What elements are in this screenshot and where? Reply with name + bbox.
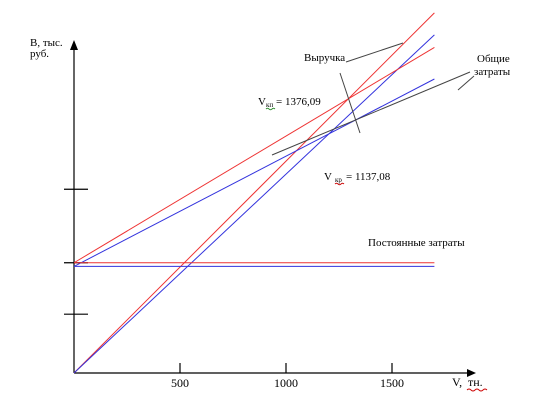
svg-text:V: V <box>258 96 266 108</box>
revenue-pointer-line <box>339 72 361 134</box>
x-tick-label-500: 500 <box>171 376 189 390</box>
total-costs-label-line1: Общие <box>477 53 510 65</box>
y-axis-arrow <box>70 40 78 50</box>
total-costs-leader-line <box>271 71 471 156</box>
y-axis-label-line1: В, тыс. <box>30 37 63 49</box>
total-costs-label-line2: затраты <box>474 66 511 78</box>
y-axis-label-line2: руб. <box>30 48 49 60</box>
series-lines <box>73 12 435 374</box>
revenue-label: Выручка <box>304 52 345 64</box>
x-axis-arrow <box>467 369 476 377</box>
svg-text:= 1137,08: = 1137,08 <box>346 171 391 183</box>
series-line-1 <box>73 12 435 374</box>
series-line-3 <box>73 46 435 264</box>
revenue-leader-line <box>345 42 404 63</box>
break-even-point-1-label: V кп = 1376,09 <box>258 96 321 111</box>
svg-text:кп: кп <box>266 101 273 109</box>
total-costs-pointer-line <box>457 75 475 91</box>
break-even-point-2-label: V кр = 1137,08 <box>324 171 391 186</box>
x-tick-label-1000: 1000 <box>274 376 298 390</box>
y-axis-ticks <box>64 188 88 315</box>
series-line-2 <box>73 34 435 374</box>
svg-text:= 1376,09: = 1376,09 <box>276 96 321 108</box>
x-unit-spellcheck-underline <box>466 388 488 392</box>
svg-text:V: V <box>324 171 332 183</box>
x-tick-label-1500: 1500 <box>380 376 404 390</box>
series-line-4 <box>73 78 435 267</box>
svg-text:кр: кр <box>335 176 342 184</box>
x-axis-label: V, <box>452 375 462 389</box>
x-axis-unit: тн. <box>468 375 483 389</box>
x-axis-ticks: 500 1000 1500 <box>171 363 404 390</box>
fixed-costs-label: Постоянные затраты <box>368 237 465 249</box>
